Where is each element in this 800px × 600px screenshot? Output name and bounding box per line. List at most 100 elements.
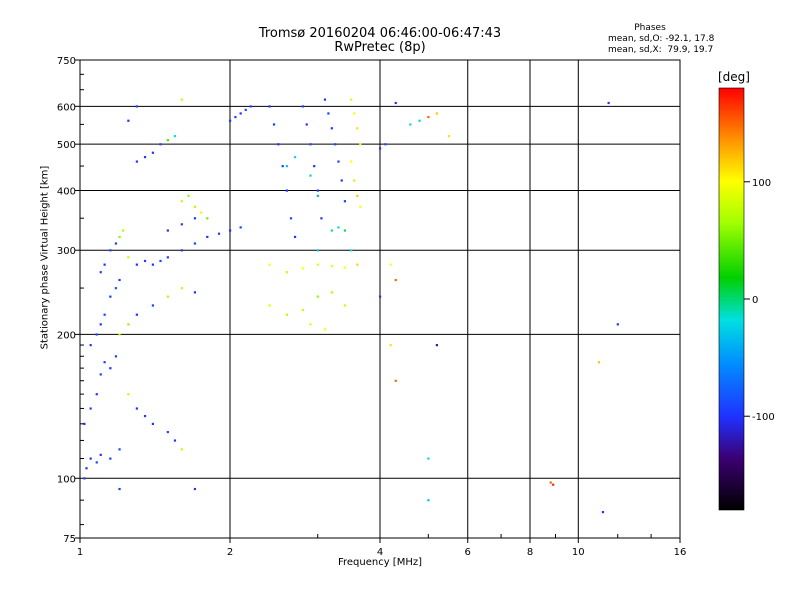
x-tick-label: 8 xyxy=(527,547,533,558)
data-point xyxy=(427,115,430,119)
colorbar-tick-label: -100 xyxy=(752,412,775,423)
x-tick-label: 6 xyxy=(465,547,471,558)
data-point xyxy=(89,344,92,347)
data-point xyxy=(109,249,112,252)
data-point xyxy=(309,174,312,177)
stats-o-mode: mean, sd,O: -92.1, 17.8 xyxy=(608,34,715,44)
x-tick-label: 2 xyxy=(227,547,233,558)
data-point xyxy=(151,151,155,154)
data-point xyxy=(83,422,86,426)
y-tick-label: 75 xyxy=(63,534,76,545)
x-axis-label: Frequency [MHz] xyxy=(337,557,423,568)
y-tick-label: 500 xyxy=(57,140,76,151)
data-point xyxy=(320,217,323,220)
data-point xyxy=(293,156,297,159)
y-tick-label: 300 xyxy=(57,246,76,257)
data-point xyxy=(187,194,190,197)
data-point xyxy=(337,160,340,163)
data-point xyxy=(180,223,183,226)
data-point xyxy=(114,355,118,358)
data-point xyxy=(350,98,353,101)
data-point xyxy=(309,323,312,326)
data-point xyxy=(327,112,330,115)
data-point xyxy=(435,344,438,347)
data-point xyxy=(389,263,392,266)
data-point xyxy=(95,393,98,396)
data-point xyxy=(394,101,397,105)
data-point xyxy=(200,211,203,214)
data-point xyxy=(330,229,333,232)
data-point xyxy=(435,112,438,115)
data-point xyxy=(316,189,319,192)
data-point xyxy=(95,333,98,336)
data-point xyxy=(350,249,353,252)
data-point xyxy=(127,323,130,326)
data-point xyxy=(166,229,169,232)
data-point xyxy=(323,98,327,101)
data-point xyxy=(83,477,86,480)
data-point xyxy=(301,267,305,270)
colorbar xyxy=(718,87,745,511)
data-point xyxy=(151,263,155,266)
data-point xyxy=(118,278,121,282)
data-point xyxy=(268,263,271,266)
data-point xyxy=(350,160,353,163)
data-point xyxy=(99,453,102,456)
data-point xyxy=(309,143,312,146)
data-point xyxy=(285,165,288,168)
data-point xyxy=(394,379,397,382)
data-point xyxy=(239,226,242,229)
data-point xyxy=(151,422,155,426)
data-point xyxy=(127,256,130,259)
data-point xyxy=(234,115,237,119)
data-point xyxy=(353,179,356,182)
data-point xyxy=(229,229,232,232)
colorbar-ticks: 100 0 -100 xyxy=(744,178,775,423)
data-point xyxy=(316,249,319,252)
data-point xyxy=(343,200,347,203)
data-point xyxy=(379,295,382,298)
y-tick-label: 600 xyxy=(57,102,76,113)
data-point xyxy=(122,229,125,232)
data-point xyxy=(389,344,392,347)
data-point xyxy=(118,235,121,239)
data-point xyxy=(316,263,319,266)
data-point xyxy=(313,165,316,168)
data-point xyxy=(127,119,130,122)
data-point xyxy=(173,439,177,442)
data-point xyxy=(193,205,197,208)
data-point xyxy=(356,263,359,266)
plot-grid xyxy=(80,60,680,538)
data-point xyxy=(359,143,362,146)
data-point xyxy=(616,323,619,326)
data-point xyxy=(334,143,337,146)
data-point xyxy=(99,271,102,274)
y-tick-label: 200 xyxy=(57,330,76,341)
data-point xyxy=(330,291,333,294)
data-point xyxy=(289,217,293,220)
data-point xyxy=(95,461,98,464)
data-point xyxy=(114,242,118,245)
data-point xyxy=(143,156,147,159)
data-point xyxy=(601,511,605,514)
data-point xyxy=(206,217,209,220)
data-point xyxy=(114,287,118,290)
data-point xyxy=(118,487,121,491)
data-point xyxy=(127,393,130,396)
data-point xyxy=(272,123,276,126)
stats-x-mode: mean, sd,X: 79.9, 19.7 xyxy=(608,45,714,55)
stats-header: Phases xyxy=(634,23,666,33)
data-point xyxy=(323,328,327,331)
data-point xyxy=(180,249,183,252)
data-point xyxy=(103,361,106,364)
data-point xyxy=(193,242,197,245)
data-point xyxy=(173,135,177,138)
data-point xyxy=(99,373,102,376)
data-point xyxy=(118,448,121,451)
data-point xyxy=(293,235,297,239)
data-point xyxy=(316,295,319,298)
data-point xyxy=(143,414,147,418)
data-point xyxy=(166,295,169,298)
chart-subtitle: RwPretec (8p) xyxy=(334,40,426,55)
x-tick-label: 10 xyxy=(572,547,585,558)
